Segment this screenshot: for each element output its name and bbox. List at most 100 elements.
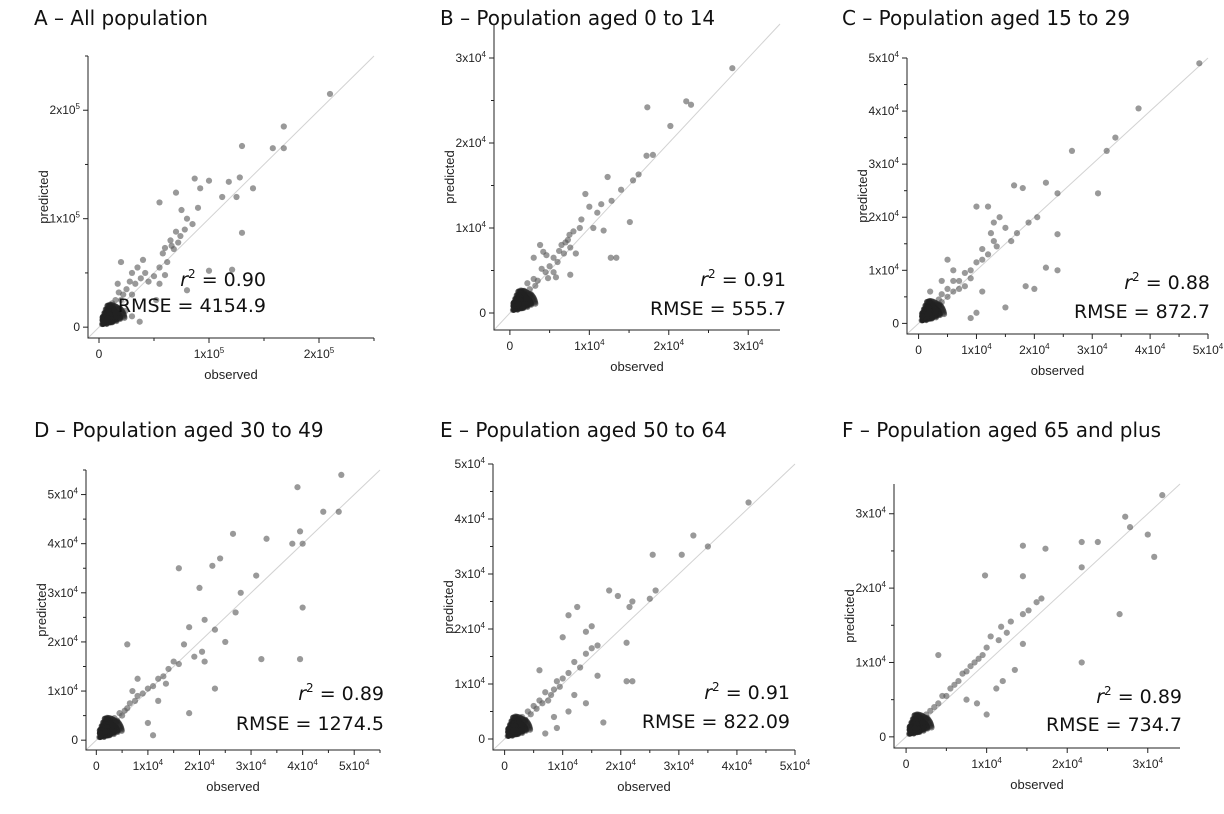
data-point [938,291,945,298]
tick-label: 1x105 [50,211,81,226]
data-point [172,189,180,196]
r2-label: r2 = 0.89 [298,681,384,705]
data-point [159,250,166,257]
tick-label: 3x104 [456,50,487,65]
data-point [574,603,581,611]
data-point [577,664,584,671]
data-point [299,540,306,547]
cluster-point [924,311,931,318]
data-point [1196,60,1203,67]
data-point [117,296,125,304]
data-point [613,254,620,261]
tick-label: 5x104 [455,456,486,471]
data-point [973,700,981,707]
panel-f: F – Population aged 65 and plus 0 1x104 2x… [842,418,1222,814]
data-point [990,238,997,245]
data-point [944,285,951,292]
data-point [606,587,613,594]
tick-label: 1x104 [547,758,578,773]
data-point [168,242,175,249]
data-point [191,175,198,182]
data-point [121,707,128,714]
tick-label: 1x104 [456,220,487,235]
cluster-point [113,719,120,726]
data-point [186,710,193,717]
data-point [652,587,659,594]
data-point [629,598,636,605]
x-axis-title: observed [617,779,670,794]
data-point [129,687,136,695]
data-point [967,267,974,274]
cluster-point [913,712,920,719]
data-point [745,499,752,506]
data-point [128,269,136,277]
tick-label: 1x104 [455,676,486,691]
y-axis-title: predicted [34,583,49,636]
data-point [219,193,226,201]
axes [85,470,380,751]
data-point [1042,545,1049,552]
tick-label: 2x104 [1052,756,1083,771]
data-point [582,190,589,198]
tick-label: 0 [71,733,78,747]
data-point [335,508,342,515]
data-point [987,230,995,237]
tick-label: 4x104 [722,758,753,773]
x-axis-title: observed [206,779,259,794]
data-point [175,565,182,572]
data-point [530,702,537,710]
cluster-point [527,726,534,733]
tick-label: 5x104 [339,758,370,773]
data-point [229,530,237,537]
tick-label: 3x104 [856,506,887,521]
data-point [205,267,213,274]
identity-line [87,55,375,339]
data-point [1103,147,1110,154]
data-point [233,193,240,201]
rmse-label: RMSE = 555.7 [650,298,786,320]
data-point [289,540,296,547]
data-point [196,584,203,591]
cluster-point [104,315,111,322]
tick-label: 2x105 [50,102,81,117]
data-point [629,177,637,184]
data-point [984,251,992,258]
tick-label: 0 [892,316,899,330]
data-point [646,595,653,602]
tick-label: 4x104 [455,511,486,526]
cluster-point [116,306,123,313]
data-point [582,700,590,707]
data-point [564,236,571,243]
tick-label: 3x104 [733,338,764,353]
data-point [582,650,590,657]
data-point [175,239,182,246]
panel-e: E – Population aged 50 to 64 0 1x104 2x104… [440,418,820,814]
data-point [198,648,206,655]
data-point [189,221,196,228]
tick-label: 4x104 [48,536,79,551]
data-point [126,700,133,707]
data-point [183,215,191,222]
tick-label: 1x104 [971,756,1002,771]
data-point [678,551,685,558]
tick-label: 1x104 [574,338,605,353]
data-point [935,651,942,659]
data-point [635,171,642,178]
data-point [629,678,636,685]
panel-title: F – Population aged 65 and plus [842,418,1162,442]
data-point [1003,629,1010,636]
data-point [1019,573,1027,580]
data-point [161,244,169,252]
cluster-point [527,292,534,299]
data-point [1025,219,1032,226]
data-point [935,700,942,707]
data-point [959,670,966,677]
data-point [217,555,224,562]
y-axis-title: predicted [842,589,857,642]
y-axis-title: predicted [442,150,457,203]
data-point [667,122,674,130]
data-point [1038,595,1045,602]
data-point [1094,190,1102,197]
data-point [139,256,147,264]
cluster-point [919,313,926,320]
